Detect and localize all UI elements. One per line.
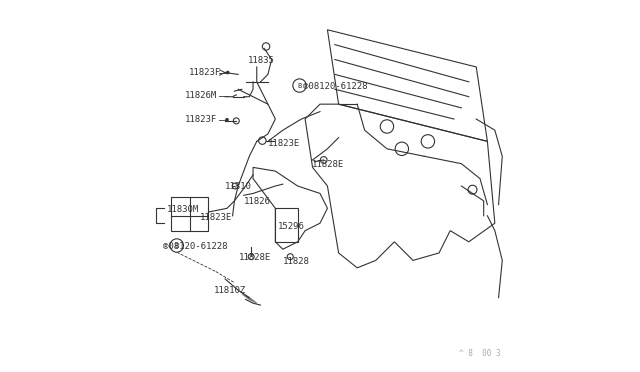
Circle shape — [226, 119, 228, 121]
Text: B: B — [298, 83, 301, 89]
Text: 11823F: 11823F — [189, 68, 221, 77]
Text: 11830M: 11830M — [167, 205, 199, 214]
Text: 15296: 15296 — [278, 222, 305, 231]
Text: B: B — [175, 243, 179, 248]
Text: 11828E: 11828E — [239, 253, 271, 262]
Text: ®08120-61228: ®08120-61228 — [163, 242, 227, 251]
Text: ®08120-61228: ®08120-61228 — [303, 82, 368, 91]
Text: ^ 8  00 3: ^ 8 00 3 — [459, 349, 500, 358]
Text: 11823E: 11823E — [268, 139, 300, 148]
Text: 11823E: 11823E — [200, 213, 232, 222]
Text: 11835: 11835 — [248, 56, 275, 65]
Text: 11826M: 11826M — [186, 92, 218, 100]
Text: 11828E: 11828E — [312, 160, 344, 169]
Text: 11828: 11828 — [283, 257, 310, 266]
Text: 11823F: 11823F — [186, 115, 218, 124]
Text: 11826: 11826 — [243, 198, 270, 206]
Text: 11810Z: 11810Z — [214, 286, 246, 295]
Polygon shape — [242, 294, 257, 303]
Text: 11810: 11810 — [225, 182, 252, 191]
Circle shape — [227, 71, 229, 74]
